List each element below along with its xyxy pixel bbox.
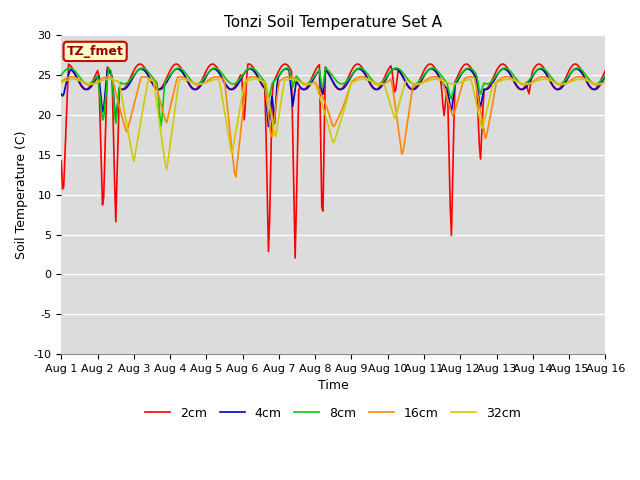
- Legend: 2cm, 4cm, 8cm, 16cm, 32cm: 2cm, 4cm, 8cm, 16cm, 32cm: [140, 402, 526, 425]
- 16cm: [595, 82, 603, 87]
- 32cm: [595, 81, 603, 87]
- 16cm: [118, 113, 125, 119]
- 16cm: [581, 75, 589, 81]
- 32cm: [58, 80, 65, 85]
- 8cm: [58, 72, 65, 78]
- 2cm: [581, 75, 589, 81]
- 2cm: [118, 87, 125, 93]
- 2cm: [367, 81, 374, 87]
- 2cm: [602, 68, 609, 73]
- 8cm: [119, 81, 127, 87]
- 8cm: [150, 76, 157, 82]
- Title: Tonzi Soil Temperature Set A: Tonzi Soil Temperature Set A: [224, 15, 442, 30]
- 4cm: [454, 78, 461, 84]
- 32cm: [148, 78, 156, 84]
- Line: 8cm: 8cm: [61, 68, 605, 127]
- 8cm: [595, 80, 603, 85]
- 8cm: [602, 72, 609, 78]
- 8cm: [581, 71, 589, 76]
- 32cm: [367, 78, 374, 84]
- 16cm: [285, 74, 293, 80]
- 32cm: [163, 167, 170, 172]
- Line: 2cm: 2cm: [61, 64, 605, 258]
- Line: 4cm: 4cm: [61, 69, 605, 126]
- 4cm: [264, 123, 272, 129]
- 8cm: [367, 75, 374, 81]
- Y-axis label: Soil Temperature (C): Soil Temperature (C): [15, 131, 28, 259]
- 32cm: [118, 94, 125, 100]
- 32cm: [581, 77, 589, 83]
- 4cm: [595, 84, 603, 89]
- 4cm: [602, 73, 609, 79]
- 4cm: [581, 75, 589, 81]
- 4cm: [150, 82, 157, 87]
- 8cm: [66, 65, 74, 71]
- 8cm: [454, 76, 461, 82]
- 32cm: [287, 76, 294, 82]
- X-axis label: Time: Time: [318, 379, 349, 392]
- 32cm: [602, 80, 609, 85]
- 16cm: [454, 99, 461, 105]
- 2cm: [58, 158, 65, 164]
- 2cm: [136, 61, 144, 67]
- 16cm: [58, 79, 65, 84]
- 2cm: [595, 81, 603, 86]
- 2cm: [454, 73, 461, 79]
- 16cm: [367, 78, 374, 84]
- Text: TZ_fmet: TZ_fmet: [67, 45, 124, 58]
- 8cm: [157, 124, 164, 130]
- 2cm: [150, 83, 157, 88]
- 16cm: [148, 77, 156, 83]
- Line: 32cm: 32cm: [61, 79, 605, 169]
- 16cm: [602, 79, 609, 84]
- 4cm: [138, 66, 145, 72]
- 16cm: [232, 174, 239, 180]
- 4cm: [118, 86, 125, 92]
- 2cm: [291, 255, 299, 261]
- 32cm: [454, 81, 461, 86]
- 4cm: [367, 81, 374, 86]
- 4cm: [58, 91, 65, 97]
- Line: 16cm: 16cm: [61, 77, 605, 177]
